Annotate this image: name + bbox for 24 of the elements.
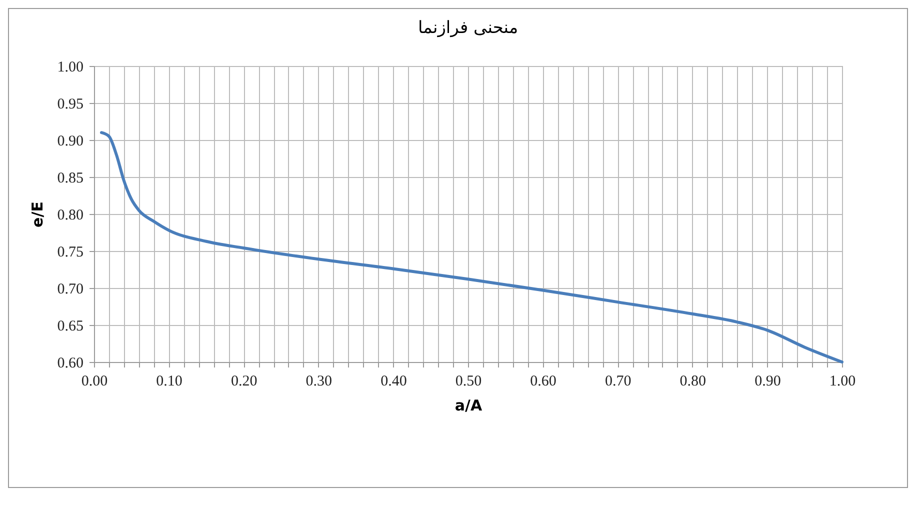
x-tick-label: 0.20	[230, 374, 258, 390]
x-tick-label: 0.60	[530, 374, 556, 390]
x-tick-label: 0.40	[380, 374, 407, 390]
chart-title: منحنی فرازنما	[418, 18, 518, 38]
y-tick-label: 0.65	[57, 318, 84, 334]
x-tick-label: 0.30	[306, 374, 332, 390]
x-tick-label: 0.80	[680, 374, 706, 390]
y-axis-title: e/E	[28, 202, 46, 228]
y-tick-label: 0.90	[57, 134, 84, 150]
y-tick-label: 0.75	[57, 244, 84, 260]
line-series	[100, 131, 844, 364]
x-tick-label: 0.10	[156, 374, 182, 390]
y-tick-label: 0.70	[57, 282, 84, 298]
x-tick-label: 0.70	[604, 374, 632, 390]
y-tick-label: 1.00	[57, 60, 84, 76]
y-tick-label: 0.80	[57, 208, 84, 224]
y-tick-label: 0.95	[57, 96, 84, 112]
y-tick-label: 0.60	[57, 356, 84, 372]
y-tick-label: 0.85	[57, 170, 84, 186]
x-tick-label: 0.00	[81, 374, 108, 390]
x-tick-label: 0.50	[455, 374, 482, 390]
x-tick-label: 0.90	[754, 374, 781, 390]
x-axis-title: a/A	[454, 396, 482, 414]
x-tick-label: 1.00	[829, 374, 856, 390]
